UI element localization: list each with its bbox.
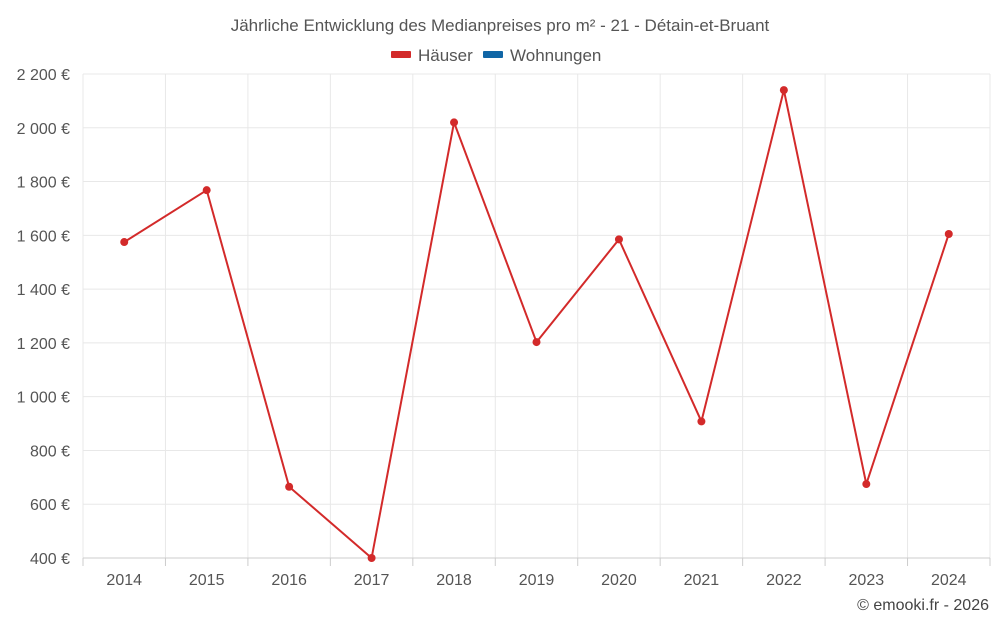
- x-gridlines: [82, 74, 991, 558]
- credit-text: © emooki.fr - 2026: [857, 597, 989, 614]
- x-tick-label: 2018: [436, 572, 472, 589]
- y-tick-label: 1 000 €: [17, 390, 70, 407]
- y-axis-ticks: 400 € 600 € 800 € 1 000 € 1 200 € 1 400 € 1 60…: [17, 67, 70, 568]
- x-tick-label: 2022: [766, 572, 802, 589]
- legend-swatch-haeuser: [391, 51, 411, 58]
- legend-swatch-wohnungen: [483, 51, 503, 58]
- y-tick-label: 600 €: [30, 497, 70, 514]
- legend-label-wohnungen: Wohnungen: [510, 46, 601, 65]
- legend-item-haeuser[interactable]: Häuser: [391, 46, 473, 65]
- x-tick-label: 2017: [354, 572, 390, 589]
- x-tick-label: 2015: [189, 572, 225, 589]
- y-gridlines: [83, 73, 990, 559]
- x-tick-label: 2019: [519, 572, 555, 589]
- data-point[interactable]: [202, 186, 211, 195]
- legend-label-haeuser: Häuser: [418, 46, 473, 65]
- legend-item-wohnungen[interactable]: Wohnungen: [483, 46, 601, 65]
- series-group: [120, 86, 953, 562]
- data-point[interactable]: [862, 480, 871, 489]
- y-tick-label: 2 200 €: [17, 67, 70, 84]
- y-tick-label: 1 400 €: [17, 282, 70, 299]
- y-tick-label: 2 000 €: [17, 121, 70, 138]
- legend: Häuser Wohnungen: [391, 46, 601, 65]
- data-point[interactable]: [944, 229, 953, 238]
- y-tick-label: 1 200 €: [17, 336, 70, 353]
- x-tick-label: 2024: [931, 572, 967, 589]
- data-point[interactable]: [779, 86, 788, 95]
- y-tick-label: 400 €: [30, 551, 70, 568]
- data-point[interactable]: [697, 417, 706, 426]
- data-point[interactable]: [450, 118, 459, 127]
- y-tick-label: 1 600 €: [17, 228, 70, 245]
- chart-title: Jährliche Entwicklung des Medianpreises …: [231, 16, 770, 35]
- y-tick-label: 1 800 €: [17, 175, 70, 192]
- x-tick-label: 2014: [106, 572, 142, 589]
- data-point[interactable]: [614, 235, 623, 244]
- x-tick-label: 2021: [684, 572, 720, 589]
- data-point[interactable]: [367, 554, 376, 562]
- x-tick-label: 2016: [271, 572, 307, 589]
- data-point[interactable]: [532, 338, 541, 347]
- x-tick-label: 2020: [601, 572, 637, 589]
- data-point[interactable]: [120, 238, 129, 247]
- y-tick-label: 800 €: [30, 443, 70, 460]
- x-tick-label: 2023: [849, 572, 885, 589]
- x-axis-ticks: 2014 2015 2016 2017 2018 2019 2020 2021 2022 2023…: [106, 572, 966, 589]
- x-axis: [82, 557, 991, 566]
- data-point[interactable]: [285, 482, 294, 491]
